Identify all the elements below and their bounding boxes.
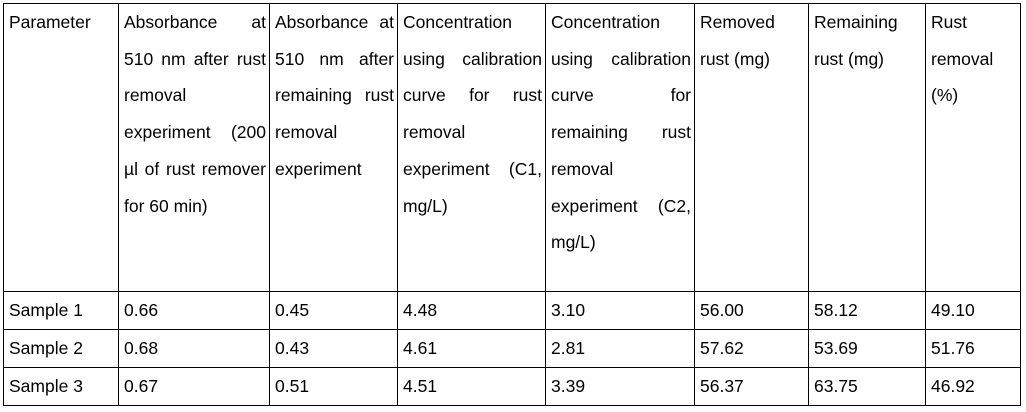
table-cell: 0.45 <box>269 291 398 330</box>
table-row: Sample 1 0.66 0.45 4.48 3.10 56.00 58.12… <box>3 291 1021 330</box>
table-cell: 53.69 <box>808 329 926 368</box>
table-row: Sample 2 0.68 0.43 4.61 2.81 57.62 53.69… <box>3 329 1021 368</box>
header-cell: Absorbance at 510 nm after remaining rus… <box>269 3 398 292</box>
table-row: Sample 3 0.67 0.51 4.51 3.39 56.37 63.75… <box>3 367 1021 406</box>
table-cell: 4.61 <box>397 329 546 368</box>
table-cell: 4.48 <box>397 291 546 330</box>
header-cell: Removed rust (mg) <box>694 3 809 292</box>
table-cell: 63.75 <box>808 367 926 406</box>
sample-label: Sample 2 <box>3 329 119 368</box>
header-cell: Concentration using calibration curve fo… <box>545 3 695 292</box>
table-cell: 56.00 <box>694 291 809 330</box>
header-cell: Remaining rust (mg) <box>808 3 926 292</box>
table-cell: 51.76 <box>925 329 1021 368</box>
sample-label: Sample 1 <box>3 291 119 330</box>
table-cell: 2.81 <box>545 329 695 368</box>
header-cell: Parameter <box>3 3 119 292</box>
table-cell: 3.39 <box>545 367 695 406</box>
table-cell: 56.37 <box>694 367 809 406</box>
table-cell: 0.67 <box>118 367 270 406</box>
header-row: Parameter Absorbance at 510 nm after rus… <box>3 3 1021 292</box>
table-cell: 3.10 <box>545 291 695 330</box>
table-cell: 0.51 <box>269 367 398 406</box>
table-cell: 49.10 <box>925 291 1021 330</box>
header-cell: Concentration using calibration curve fo… <box>397 3 546 292</box>
table-cell: 4.51 <box>397 367 546 406</box>
table-cell: 58.12 <box>808 291 926 330</box>
header-cell: Rust removal (%) <box>925 3 1021 292</box>
table-cell: 0.43 <box>269 329 398 368</box>
table-cell: 46.92 <box>925 367 1021 406</box>
header-cell: Absorbance at 510 nm after rust removal … <box>118 3 270 292</box>
results-table: Parameter Absorbance at 510 nm after rus… <box>3 3 1021 406</box>
table-cell: 0.66 <box>118 291 270 330</box>
table-cell: 0.68 <box>118 329 270 368</box>
sample-label: Sample 3 <box>3 367 119 406</box>
table-cell: 57.62 <box>694 329 809 368</box>
